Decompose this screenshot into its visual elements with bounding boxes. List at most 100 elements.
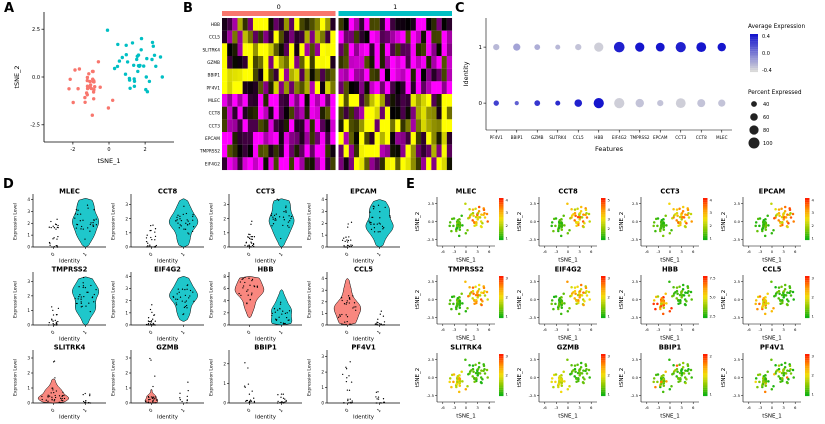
svg-text:3: 3 <box>782 405 785 410</box>
svg-text:0: 0 <box>321 245 324 250</box>
svg-text:2: 2 <box>27 221 30 226</box>
svg-text:HBB: HBB <box>594 135 603 140</box>
svg-text:GZMB: GZMB <box>156 344 178 352</box>
svg-text:0: 0 <box>148 408 154 414</box>
svg-text:-2.5: -2.5 <box>529 237 537 242</box>
svg-text:GZMB: GZMB <box>557 344 579 352</box>
svg-text:CCL5: CCL5 <box>573 135 584 140</box>
svg-text:3: 3 <box>321 209 324 214</box>
svg-text:-6: -6 <box>543 327 547 332</box>
svg-text:Average Expression: Average Expression <box>748 24 805 30</box>
svg-text:-3: -3 <box>453 249 457 254</box>
svg-text:0.0: 0.0 <box>632 219 639 224</box>
svg-text:2: 2 <box>506 295 509 300</box>
svg-text:BBIP1: BBIP1 <box>254 344 277 352</box>
svg-text:0: 0 <box>567 327 570 332</box>
svg-text:-6: -6 <box>543 249 547 254</box>
svg-text:6: 6 <box>590 327 593 332</box>
svg-text:Percent Expressed: Percent Expressed <box>748 90 802 96</box>
svg-text:0: 0 <box>344 408 350 414</box>
svg-text:1: 1 <box>82 408 88 414</box>
svg-text:0: 0 <box>344 252 350 258</box>
svg-text:-2.5: -2.5 <box>631 237 639 242</box>
svg-text:EIF4G2: EIF4G2 <box>154 266 181 274</box>
svg-text:1: 1 <box>278 252 284 258</box>
svg-text:2: 2 <box>506 373 509 378</box>
svg-text:tSNE_1: tSNE_1 <box>762 414 782 420</box>
svg-text:1: 1 <box>812 392 815 397</box>
svg-text:-2.5: -2.5 <box>631 393 639 398</box>
svg-text:3: 3 <box>476 405 479 410</box>
svg-text:0: 0 <box>567 405 570 410</box>
svg-text:1: 1 <box>376 408 382 414</box>
svg-text:6: 6 <box>488 327 491 332</box>
svg-text:8: 8 <box>223 274 226 279</box>
svg-text:7.5: 7.5 <box>710 276 717 281</box>
svg-text:0: 0 <box>223 401 226 406</box>
svg-text:0: 0 <box>321 323 324 328</box>
svg-text:2: 2 <box>608 226 611 231</box>
svg-text:6: 6 <box>692 327 695 332</box>
svg-text:2: 2 <box>144 147 147 153</box>
svg-text:0.0: 0.0 <box>530 375 537 380</box>
svg-text:CCT8: CCT8 <box>696 135 707 140</box>
svg-text:1: 1 <box>180 252 186 258</box>
svg-text:6: 6 <box>794 249 797 254</box>
svg-text:6: 6 <box>692 405 695 410</box>
svg-text:0: 0 <box>148 252 154 258</box>
svg-text:2.5: 2.5 <box>428 201 435 206</box>
svg-text:2.5: 2.5 <box>734 201 741 206</box>
svg-text:EPCAM: EPCAM <box>350 188 377 196</box>
svg-text:PF4V1: PF4V1 <box>351 344 376 352</box>
svg-text:Expression Level: Expression Level <box>209 203 215 240</box>
svg-text:-6: -6 <box>645 327 649 332</box>
svg-text:3: 3 <box>812 354 815 359</box>
svg-text:-0.4: -0.4 <box>762 68 772 74</box>
svg-text:3: 3 <box>506 354 509 359</box>
svg-text:tSNE_2: tSNE_2 <box>517 290 523 310</box>
panel-e-feature-grid: MLEC -6 -3 0 3 6 2.5 0.0 -2.5 tSNE_1 tSNE_2 4 3 2 1 CCT… <box>414 186 822 420</box>
svg-text:-6: -6 <box>645 405 649 410</box>
svg-text:1: 1 <box>376 330 382 336</box>
svg-text:SLITRK4: SLITRK4 <box>202 47 220 53</box>
svg-text:Expression Level: Expression Level <box>209 281 215 318</box>
svg-text:2.5: 2.5 <box>710 314 717 319</box>
svg-text:0: 0 <box>669 405 672 410</box>
expression-heatmap: 0 1 HBB CCL5 SLITRK4 GZMB BBIP1 PF4V1 MLEC CCT8 CC… <box>199 3 453 171</box>
svg-text:0: 0 <box>148 330 154 336</box>
panel-label-d: D <box>3 177 14 192</box>
svg-text:40: 40 <box>763 102 769 108</box>
svg-text:3: 3 <box>223 202 226 207</box>
svg-text:3: 3 <box>812 210 815 215</box>
svg-text:Identity: Identity <box>59 415 81 421</box>
svg-text:1: 1 <box>710 392 713 397</box>
svg-text:0: 0 <box>567 249 570 254</box>
svg-text:1: 1 <box>223 381 226 386</box>
svg-text:60: 60 <box>763 115 769 121</box>
svg-text:2: 2 <box>812 295 815 300</box>
svg-text:-3: -3 <box>657 249 661 254</box>
svg-text:TMPRSS2: TMPRSS2 <box>629 135 650 140</box>
svg-text:CCT3: CCT3 <box>660 188 680 196</box>
svg-text:2: 2 <box>608 373 611 378</box>
svg-text:2.5: 2.5 <box>632 201 639 206</box>
svg-text:-2.5: -2.5 <box>529 393 537 398</box>
svg-text:0: 0 <box>465 405 468 410</box>
svg-text:1: 1 <box>506 392 509 397</box>
svg-text:0.0: 0.0 <box>428 297 435 302</box>
svg-text:GZMB: GZMB <box>531 135 544 140</box>
svg-text:Expression Level: Expression Level <box>13 281 19 318</box>
svg-text:2: 2 <box>125 298 128 303</box>
svg-text:1: 1 <box>321 385 324 390</box>
svg-text:-2.5: -2.5 <box>631 315 639 320</box>
svg-text:3: 3 <box>27 209 30 214</box>
panel-label-b: B <box>183 1 193 16</box>
svg-text:2.5: 2.5 <box>632 357 639 362</box>
feature-plot-gzmb: GZMB -6 -3 0 3 6 2.5 0.0 -2.5 tSNE_1 tSNE_2 3 2 1 <box>517 344 611 420</box>
svg-text:-6: -6 <box>441 249 445 254</box>
feature-plot-pf4v1: PF4V1 -6 -3 0 3 6 2.5 0.0 -2.5 tSNE_1 tSNE_2 3 2 1 <box>721 344 815 420</box>
svg-text:Identity: Identity <box>353 337 375 343</box>
tsne-cluster-scatter: -2 0 2 -2.5 0.0 2.5 tSNE_1 tSNE_2 <box>13 12 174 165</box>
svg-text:1: 1 <box>506 314 509 319</box>
